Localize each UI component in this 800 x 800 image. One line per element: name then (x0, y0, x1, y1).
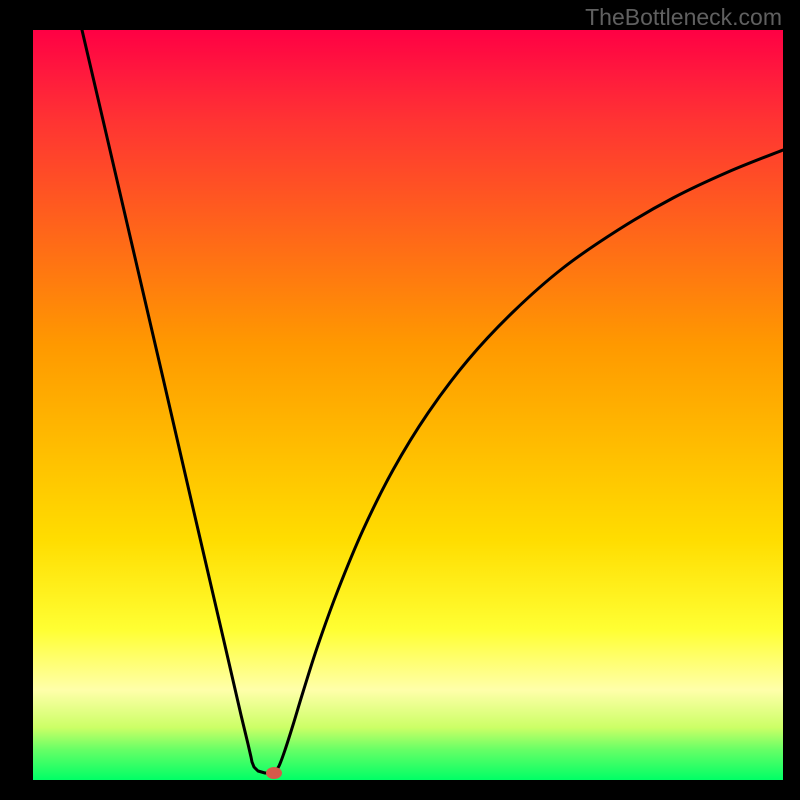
minimum-marker (266, 767, 282, 779)
curve-layer (33, 30, 783, 780)
chart-root: { "watermark": { "text": "TheBottleneck.… (0, 0, 800, 800)
watermark-text: TheBottleneck.com (585, 4, 782, 31)
bottleneck-curve (82, 30, 783, 773)
